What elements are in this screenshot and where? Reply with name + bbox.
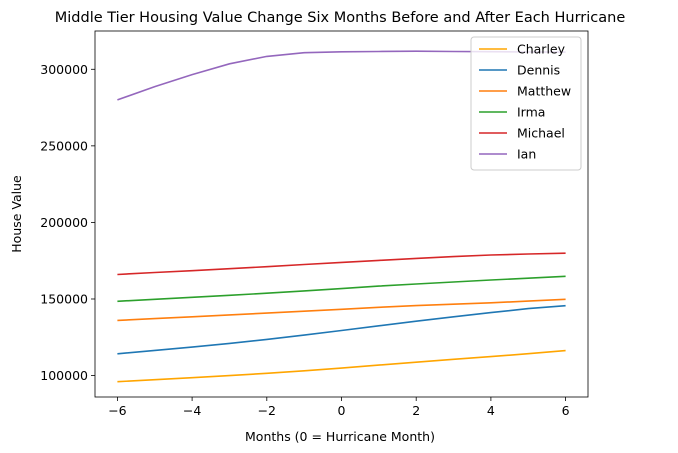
legend-label-matthew: Matthew bbox=[517, 84, 571, 99]
y-axis: 100000 150000 200000 250000 300000 bbox=[40, 62, 95, 383]
x-tick-label: −4 bbox=[183, 403, 201, 418]
x-axis: −6 −4 −2 0 2 4 6 bbox=[108, 397, 570, 418]
legend-label-irma: Irma bbox=[517, 105, 545, 120]
y-tick-label: 200000 bbox=[40, 215, 88, 230]
y-axis-label: House Value bbox=[9, 175, 24, 253]
x-axis-label: Months (0 = Hurricane Month) bbox=[245, 429, 435, 444]
x-tick-label: −2 bbox=[258, 403, 276, 418]
series-line-dennis bbox=[117, 304, 566, 355]
y-tick-label: 300000 bbox=[40, 62, 88, 77]
legend-label-ian: Ian bbox=[517, 147, 536, 162]
legend-label-dennis: Dennis bbox=[517, 63, 560, 78]
x-tick-label: 6 bbox=[562, 403, 570, 418]
series-line-michael bbox=[117, 252, 566, 276]
legend: Charley Dennis Matthew Irma Michael Ian bbox=[470, 36, 582, 171]
y-tick-label: 100000 bbox=[40, 368, 88, 383]
legend-label-michael: Michael bbox=[517, 126, 565, 141]
series-line-charley bbox=[117, 349, 566, 383]
series-line-irma bbox=[117, 275, 566, 303]
x-tick-label: 0 bbox=[338, 403, 346, 418]
y-tick-label: 150000 bbox=[40, 291, 88, 306]
chart-title: Middle Tier Housing Value Change Six Mon… bbox=[55, 10, 626, 26]
legend-label-charley: Charley bbox=[517, 42, 566, 57]
plot-area bbox=[117, 50, 566, 383]
series-line-matthew bbox=[117, 298, 566, 322]
x-tick-label: 4 bbox=[487, 403, 495, 418]
x-tick-label: 2 bbox=[412, 403, 420, 418]
y-tick-label: 250000 bbox=[40, 138, 88, 153]
x-tick-label: −6 bbox=[108, 403, 126, 418]
